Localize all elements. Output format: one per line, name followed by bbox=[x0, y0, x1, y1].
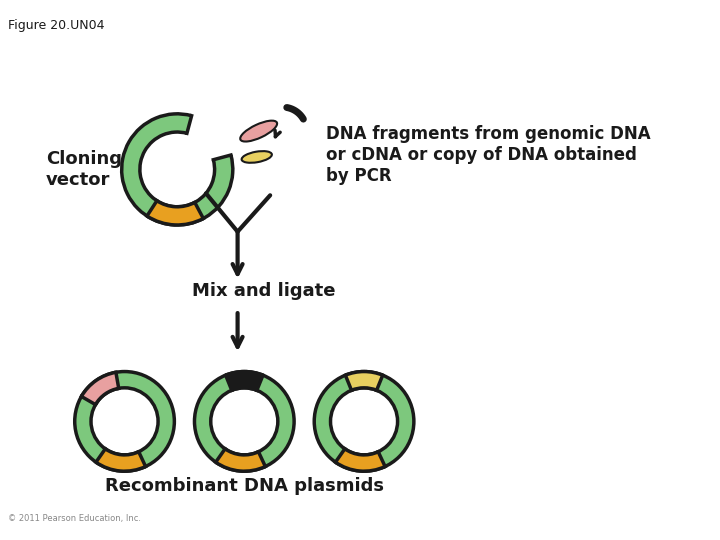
Polygon shape bbox=[147, 201, 203, 225]
Text: Mix and ligate: Mix and ligate bbox=[192, 282, 335, 300]
Polygon shape bbox=[91, 388, 158, 455]
Polygon shape bbox=[122, 114, 233, 225]
Polygon shape bbox=[96, 449, 145, 471]
Polygon shape bbox=[194, 372, 294, 471]
Text: Cloning
vector: Cloning vector bbox=[46, 150, 122, 189]
Polygon shape bbox=[225, 372, 263, 390]
Polygon shape bbox=[216, 449, 266, 471]
Polygon shape bbox=[75, 372, 174, 471]
Polygon shape bbox=[81, 372, 119, 404]
Polygon shape bbox=[211, 388, 278, 455]
Text: Figure 20.UN04: Figure 20.UN04 bbox=[8, 19, 104, 32]
Ellipse shape bbox=[240, 120, 277, 141]
Polygon shape bbox=[314, 372, 414, 471]
Polygon shape bbox=[346, 372, 383, 390]
Text: © 2011 Pearson Education, Inc.: © 2011 Pearson Education, Inc. bbox=[8, 514, 140, 523]
Polygon shape bbox=[336, 449, 385, 471]
Text: Recombinant DNA plasmids: Recombinant DNA plasmids bbox=[105, 477, 384, 495]
Polygon shape bbox=[330, 388, 397, 455]
Ellipse shape bbox=[242, 151, 272, 163]
Text: DNA fragments from genomic DNA
or cDNA or copy of DNA obtained
by PCR: DNA fragments from genomic DNA or cDNA o… bbox=[325, 125, 650, 185]
